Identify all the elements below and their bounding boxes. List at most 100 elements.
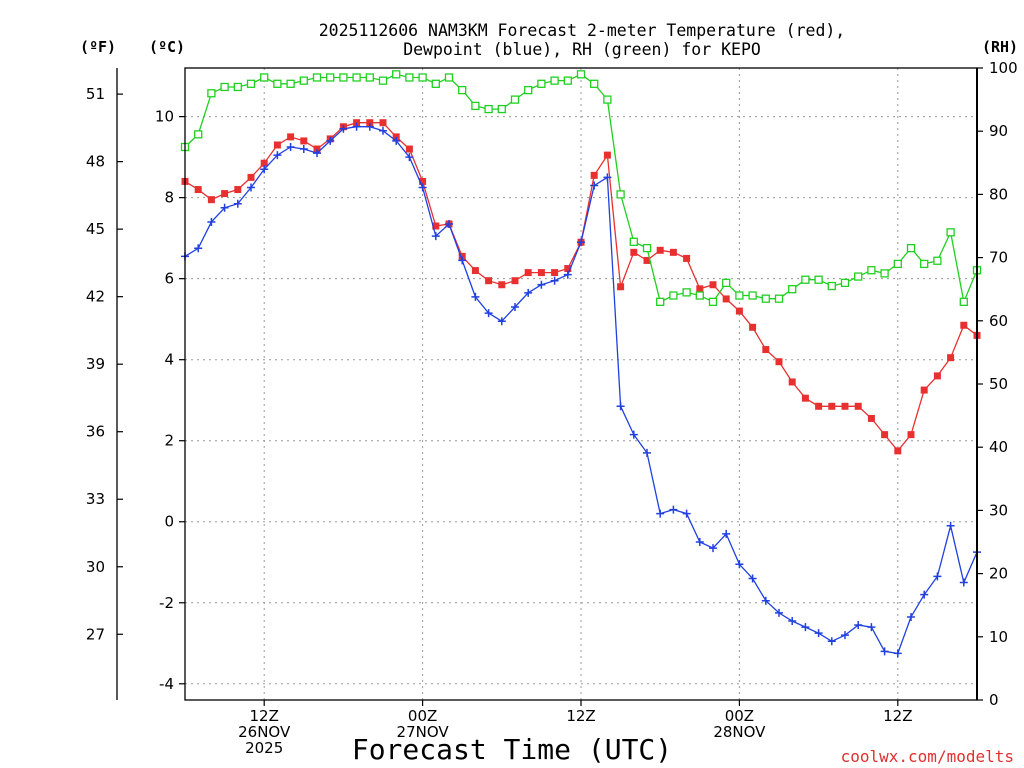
dewpoint-point <box>920 590 929 599</box>
dewpoint-point <box>233 199 242 208</box>
rh-tick-label: 20 <box>989 565 1008 583</box>
rh-tick-label: 100 <box>989 59 1018 77</box>
temperature-point <box>221 190 229 198</box>
dewpoint-point <box>959 578 968 587</box>
rh-point <box>352 73 361 82</box>
temperature-point <box>947 354 955 362</box>
rh-point <box>893 259 902 269</box>
rh-point <box>669 291 678 300</box>
fahrenheit-tick-label: 48 <box>86 153 105 171</box>
dewpoint-point <box>511 303 519 312</box>
celsius-tick-label: -2 <box>159 594 174 612</box>
rh-point <box>471 101 480 111</box>
temperature-point <box>828 402 836 410</box>
rh-point <box>827 281 836 291</box>
dewpoint-point <box>814 629 823 638</box>
celsius-tick-label: 6 <box>164 270 174 288</box>
fahrenheit-tick-label: 30 <box>86 558 105 576</box>
dewpoint-point <box>339 124 348 133</box>
temperature-point <box>234 186 242 194</box>
dewpoint-point <box>682 509 691 518</box>
dewpoint-point <box>801 623 810 632</box>
rh-point <box>590 79 599 88</box>
data-series <box>180 70 982 658</box>
temperature-point <box>722 295 730 303</box>
rh-point <box>405 73 414 82</box>
rh-point <box>642 243 652 253</box>
dewpoint-point <box>458 256 467 265</box>
celsius-tick-label: 0 <box>164 513 174 531</box>
temperature-point <box>419 177 427 185</box>
rh-point <box>959 297 968 306</box>
x-tick-label: 00Z <box>725 707 754 725</box>
fahrenheit-tick-label: 42 <box>86 288 105 306</box>
temperature-point <box>405 145 413 153</box>
rh-point <box>299 76 308 85</box>
rh-point <box>431 79 440 88</box>
fahrenheit-unit-label: (ºF) <box>80 38 116 56</box>
temperature-point <box>841 402 849 410</box>
temperature-point <box>603 151 611 159</box>
dewpoint-point <box>273 151 282 160</box>
dewpoint-point <box>392 136 401 145</box>
temperature-point <box>353 119 361 127</box>
temperature-point <box>366 119 374 127</box>
rh-point <box>246 79 256 88</box>
temperature-point <box>775 358 783 366</box>
dewpoint-point <box>946 521 955 530</box>
temperature-point <box>854 402 862 410</box>
temperature-point <box>564 265 572 273</box>
temperature-point <box>960 321 968 329</box>
temperature-point <box>617 283 625 291</box>
dewpoint-point <box>775 608 783 617</box>
temperature-point <box>788 378 796 386</box>
temperature-point <box>260 159 268 167</box>
dewpoint-point <box>326 136 335 145</box>
temperature-point <box>432 222 440 230</box>
dewpoint-point <box>365 122 374 131</box>
dewpoint-point <box>643 448 651 457</box>
grid-lines <box>185 68 977 700</box>
rh-point <box>497 104 506 114</box>
temperature-point <box>458 252 466 260</box>
temperature-point <box>656 246 664 254</box>
temperature-point <box>907 431 915 439</box>
dewpoint-point <box>629 430 638 439</box>
temperature-point <box>696 285 704 293</box>
rh-point <box>656 297 665 306</box>
temperature-point <box>551 269 559 277</box>
rh-point <box>867 266 876 275</box>
rh-point <box>603 95 612 104</box>
temperature-point <box>920 386 928 394</box>
dewpoint-point <box>854 621 863 630</box>
rh-point <box>880 269 889 278</box>
dewpoint-point <box>841 631 849 640</box>
rh-point <box>378 76 388 85</box>
fahrenheit-tick-label: 45 <box>86 220 105 238</box>
rh-point <box>920 259 929 269</box>
dewpoint-point <box>563 270 572 279</box>
rh-point <box>774 294 784 303</box>
dewpoint-point <box>471 292 480 301</box>
celsius-unit-label: (ºC) <box>149 38 185 56</box>
fahrenheit-tick-label: 33 <box>86 490 105 508</box>
fahrenheit-tick-label: 36 <box>86 423 105 441</box>
dewpoint-point <box>761 596 770 605</box>
dewpoint-point <box>590 181 599 190</box>
rh-point <box>233 82 242 92</box>
fahrenheit-tick-label: 39 <box>86 355 105 373</box>
dewpoint-point <box>260 165 269 174</box>
rh-point <box>616 190 625 199</box>
dewpoint-point <box>788 617 797 625</box>
rh-point <box>854 272 863 281</box>
axes: -4 -2 0 2 4 6 8 10 27 30 33 36 39 42 45 48 51 0 10 20 30 40 50… <box>86 59 1018 757</box>
temperature-point <box>524 269 532 277</box>
dewpoint-point <box>220 203 229 212</box>
dewpoint-line <box>184 126 978 655</box>
rh-point <box>814 275 823 284</box>
dewpoint-point <box>379 126 387 135</box>
temperature-point <box>207 196 215 204</box>
rh-point <box>801 275 810 284</box>
dewpoint-point <box>893 649 902 658</box>
temperature-point <box>709 281 717 289</box>
